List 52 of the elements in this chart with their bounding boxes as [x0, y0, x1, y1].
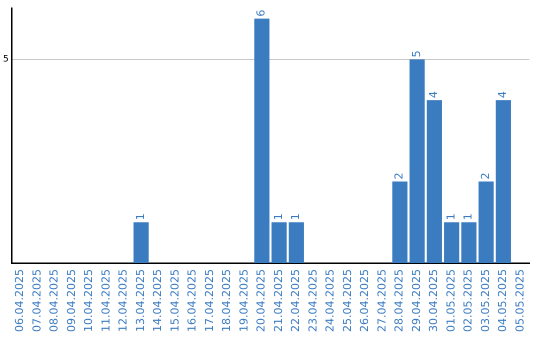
- x-tick-label: 11.04.2025: [99, 269, 112, 332]
- x-tick-label: 20.04.2025: [254, 269, 268, 332]
- data-label: 1: [134, 213, 147, 220]
- x-tick-label: 14.04.2025: [151, 269, 164, 332]
- x-tick-label: 17.04.2025: [202, 269, 216, 332]
- x-tick-label: 16.04.2025: [186, 269, 199, 332]
- bar: [461, 222, 476, 264]
- data-label: 6: [254, 10, 268, 17]
- x-tick-label: 05.05.2025: [513, 269, 526, 332]
- x-tick-label: 28.04.2025: [392, 269, 406, 332]
- bar: [254, 18, 270, 264]
- x-tick-label: 18.04.2025: [220, 269, 234, 332]
- bar: [392, 182, 408, 264]
- data-label: 4: [496, 91, 510, 98]
- x-tick-label: 08.04.2025: [48, 269, 61, 332]
- data-label: 2: [392, 172, 406, 180]
- bar: [288, 222, 304, 264]
- x-tick-label: 04.05.2025: [496, 269, 510, 332]
- x-tick-label: 26.04.2025: [358, 269, 372, 332]
- data-label: 1: [462, 213, 475, 220]
- x-tick-label: 06.04.2025: [13, 269, 26, 332]
- x-tick-label: 15.04.2025: [168, 269, 182, 332]
- x-tick-label: 10.04.2025: [82, 269, 96, 332]
- x-tick-label: 22.04.2025: [289, 269, 302, 332]
- data-label: 1: [272, 213, 285, 220]
- x-tick-label: 21.04.2025: [272, 269, 285, 332]
- bar: [478, 182, 494, 264]
- data-label: 1: [444, 213, 458, 220]
- x-tick-label: 12.04.2025: [116, 269, 130, 332]
- x-tick-label: 02.05.2025: [462, 269, 475, 332]
- x-tick-label: 19.04.2025: [237, 269, 250, 332]
- x-tick-label: 01.05.2025: [444, 269, 458, 332]
- x-tick-label: 23.04.2025: [306, 269, 320, 332]
- x-tick-label: 29.04.2025: [410, 269, 423, 332]
- bar: [134, 222, 149, 264]
- x-tick-label: 30.04.2025: [427, 269, 440, 332]
- bar: [496, 100, 511, 264]
- data-label: 2: [478, 172, 492, 180]
- data-label: 5: [410, 50, 423, 58]
- x-tick-label: 25.04.2025: [340, 269, 354, 332]
- data-label: 4: [427, 91, 440, 98]
- data-label: 1: [289, 213, 302, 220]
- x-tick-label: 09.04.2025: [64, 269, 78, 332]
- x-tick-label: 13.04.2025: [134, 269, 147, 332]
- x-tick-label: 27.04.2025: [375, 269, 388, 332]
- x-tick-label: 07.04.2025: [30, 269, 44, 332]
- bar: [410, 59, 425, 264]
- x-tick-label: 24.04.2025: [324, 269, 337, 332]
- x-tick-label: 03.05.2025: [478, 269, 492, 332]
- bar: [272, 222, 287, 264]
- bar: [426, 100, 442, 264]
- bar: [444, 222, 460, 264]
